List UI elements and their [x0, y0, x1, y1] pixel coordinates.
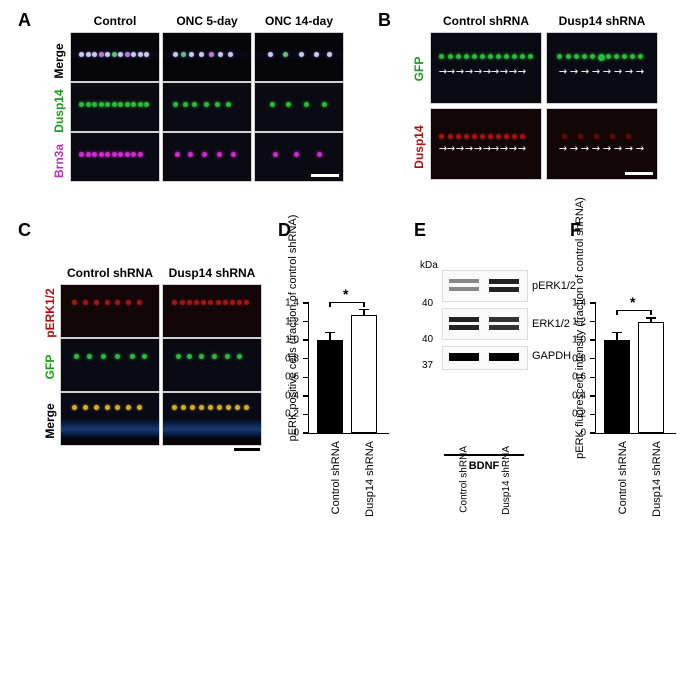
ytick-label: 0.4 — [285, 390, 299, 401]
lane-label: Dusp14 shRNA — [501, 446, 512, 515]
blot-row — [442, 308, 528, 340]
scale-bar — [234, 448, 260, 451]
ytick-label: 0 — [293, 428, 299, 439]
micrograph — [162, 338, 262, 392]
micrograph — [162, 392, 262, 446]
bar — [638, 322, 664, 433]
significance-star: * — [343, 286, 348, 302]
panel-b-label: B — [378, 10, 391, 31]
group-label: BDNF — [444, 460, 524, 472]
y-axis-label: pERK fluorescent intensity (fraction of … — [574, 193, 586, 463]
kda-label: 40 — [422, 298, 433, 309]
micrograph — [70, 82, 160, 132]
lane-label: Control shRNA — [459, 446, 470, 513]
ytick-label: 1.2 — [285, 316, 299, 327]
x-label: Control shRNA — [617, 441, 629, 521]
figure: A Control ONC 5-day ONC 14-day Merge Dus… — [10, 10, 682, 675]
ytick-label: 1.0 — [285, 335, 299, 346]
ytick-label: 0.4 — [572, 390, 586, 401]
row-label-gfp: GFP — [43, 339, 57, 395]
ytick-label: 1.0 — [572, 335, 586, 346]
micrograph — [254, 32, 344, 82]
micrograph: ↗↗↗↗↗↗↗↗↗↗ — [430, 32, 542, 104]
ytick-label: 0.6 — [285, 372, 299, 383]
kda-header: kDa — [420, 260, 438, 271]
ytick-label: 0.8 — [572, 353, 586, 364]
panel-d-chart: pERK positive cells (fraction of control… — [278, 242, 408, 492]
blot-row — [442, 270, 528, 302]
micrograph — [162, 284, 262, 338]
micrograph — [70, 132, 160, 182]
scale-bar — [311, 174, 339, 177]
x-label: Dusp14 shRNA — [364, 441, 376, 521]
col-header: Control shRNA — [60, 266, 160, 280]
ytick-label: 0.8 — [285, 353, 299, 364]
col-header: Dusp14 shRNA — [162, 266, 262, 280]
ytick-label: 1.2 — [572, 316, 586, 327]
micrograph: ↗↗↗↗↗↗↗↗ — [546, 108, 658, 180]
row-label-merge: Merge — [43, 393, 57, 449]
bar — [317, 340, 343, 433]
kda-label: 37 — [422, 360, 433, 371]
micrograph — [254, 132, 344, 182]
col-header: ONC 14-day — [254, 14, 344, 28]
col-header: Dusp14 shRNA — [546, 14, 658, 28]
micrograph — [60, 284, 160, 338]
micrograph — [60, 392, 160, 446]
row-label-brn3a: Brn3a — [52, 136, 66, 186]
blot-row — [442, 346, 528, 370]
ytick-label: 0.6 — [572, 372, 586, 383]
bar — [604, 340, 630, 433]
micrograph — [70, 32, 160, 82]
col-header: Control — [70, 14, 160, 28]
panel-e-blot: kDa 40 40 37 pERK1/2 ERK1/2 GAPDH Contro… — [414, 254, 564, 494]
ytick-label: 0.2 — [285, 409, 299, 420]
scale-bar — [625, 172, 653, 175]
row-label-dusp14: Dusp14 — [52, 86, 66, 136]
panel-f-chart: pERK fluorescent intensity (fraction of … — [565, 242, 692, 492]
axes: 00.20.40.60.81.01.21.4Control shRNADusp1… — [595, 303, 676, 434]
ytick-label: 1.4 — [285, 298, 299, 309]
kda-label: 40 — [422, 334, 433, 345]
x-label: Dusp14 shRNA — [651, 441, 663, 521]
row-label-gfp: GFP — [412, 44, 426, 94]
micrograph — [162, 32, 252, 82]
row-label-dusp14: Dusp14 — [412, 122, 426, 172]
ytick-label: 0.2 — [572, 409, 586, 420]
bar — [351, 315, 377, 433]
panel-e-label: E — [414, 220, 426, 241]
panel-a-label: A — [18, 10, 31, 31]
ytick-label: 1.4 — [572, 298, 586, 309]
micrograph: ↗↗↗↗↗↗↗↗ — [546, 32, 658, 104]
ytick-label: 0 — [580, 428, 586, 439]
micrograph — [254, 82, 344, 132]
micrograph — [60, 338, 160, 392]
row-label-merge: Merge — [52, 36, 66, 86]
x-label: Control shRNA — [330, 441, 342, 521]
col-header: Control shRNA — [430, 14, 542, 28]
micrograph — [162, 132, 252, 182]
micrograph — [162, 82, 252, 132]
panel-c-label: C — [18, 220, 31, 241]
significance-star: * — [630, 294, 635, 310]
micrograph: ↗↗↗↗↗↗↗↗↗↗ — [430, 108, 542, 180]
row-label-perk: pERK1/2 — [43, 285, 57, 341]
group-line — [444, 454, 524, 456]
axes: 00.20.40.60.81.01.21.4Control shRNADusp1… — [308, 303, 389, 434]
col-header: ONC 5-day — [162, 14, 252, 28]
